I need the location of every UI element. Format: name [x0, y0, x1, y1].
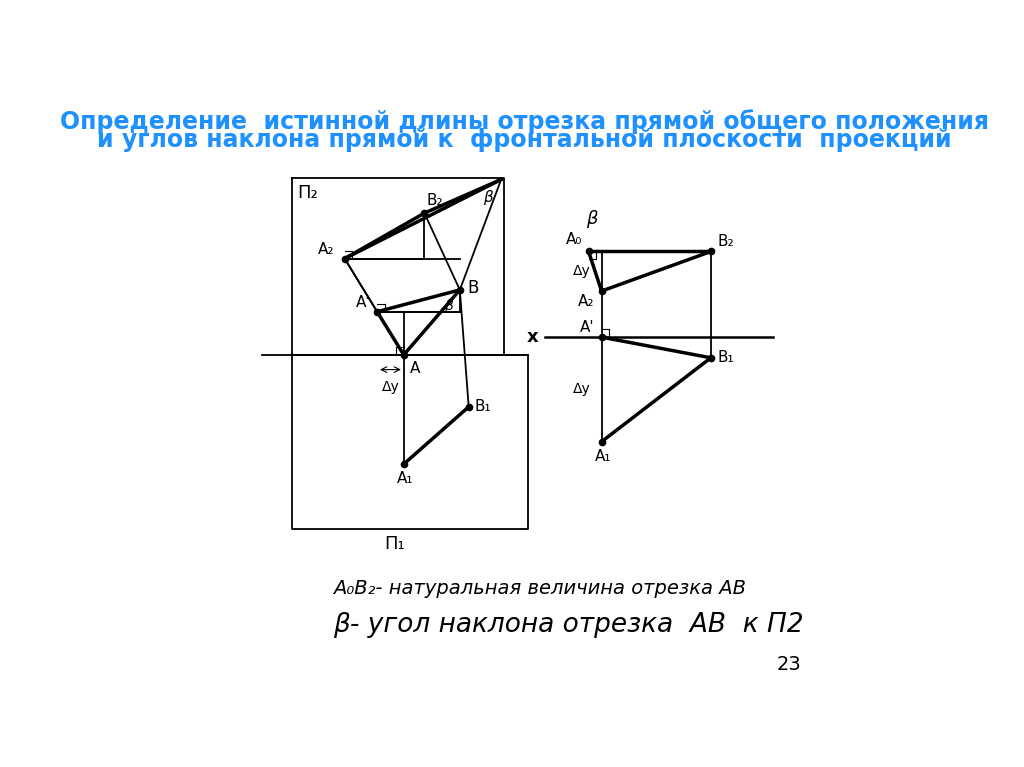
Text: x: x [526, 328, 539, 346]
Text: A₂: A₂ [317, 242, 334, 257]
Text: β: β [483, 189, 494, 205]
Text: A₂: A₂ [578, 294, 595, 309]
Text: П₂: П₂ [297, 183, 318, 202]
Text: Δy: Δy [573, 265, 591, 278]
Text: B₂: B₂ [426, 193, 442, 209]
Text: Определение  истинной длины отрезка прямой общего положения: Определение истинной длины отрезка прямо… [60, 109, 989, 134]
Text: A₀: A₀ [566, 232, 583, 247]
Text: Δy: Δy [382, 380, 399, 394]
Text: A: A [410, 360, 420, 376]
Text: 23: 23 [776, 656, 801, 674]
Text: Δy: Δy [573, 383, 591, 397]
Text: и углов наклона прямой к  фронтальной плоскости  проекций: и углов наклона прямой к фронтальной пло… [97, 128, 952, 153]
Text: β: β [443, 299, 453, 313]
Text: П₁: П₁ [384, 535, 406, 553]
Text: A₁: A₁ [595, 449, 611, 464]
Text: β- угол наклона отрезка  AB  к Π2: β- угол наклона отрезка AB к Π2 [333, 612, 804, 637]
Text: B: B [467, 279, 478, 297]
Text: β: β [586, 210, 597, 228]
Text: A': A' [355, 295, 370, 310]
Text: B₁: B₁ [474, 400, 492, 414]
Text: A': A' [580, 321, 595, 335]
Text: B₂: B₂ [718, 233, 734, 249]
Text: A₀B₂- натуральная величина отрезка AB: A₀B₂- натуральная величина отрезка AB [333, 578, 745, 597]
Text: B₁: B₁ [718, 351, 734, 365]
Text: A₁: A₁ [396, 471, 413, 486]
